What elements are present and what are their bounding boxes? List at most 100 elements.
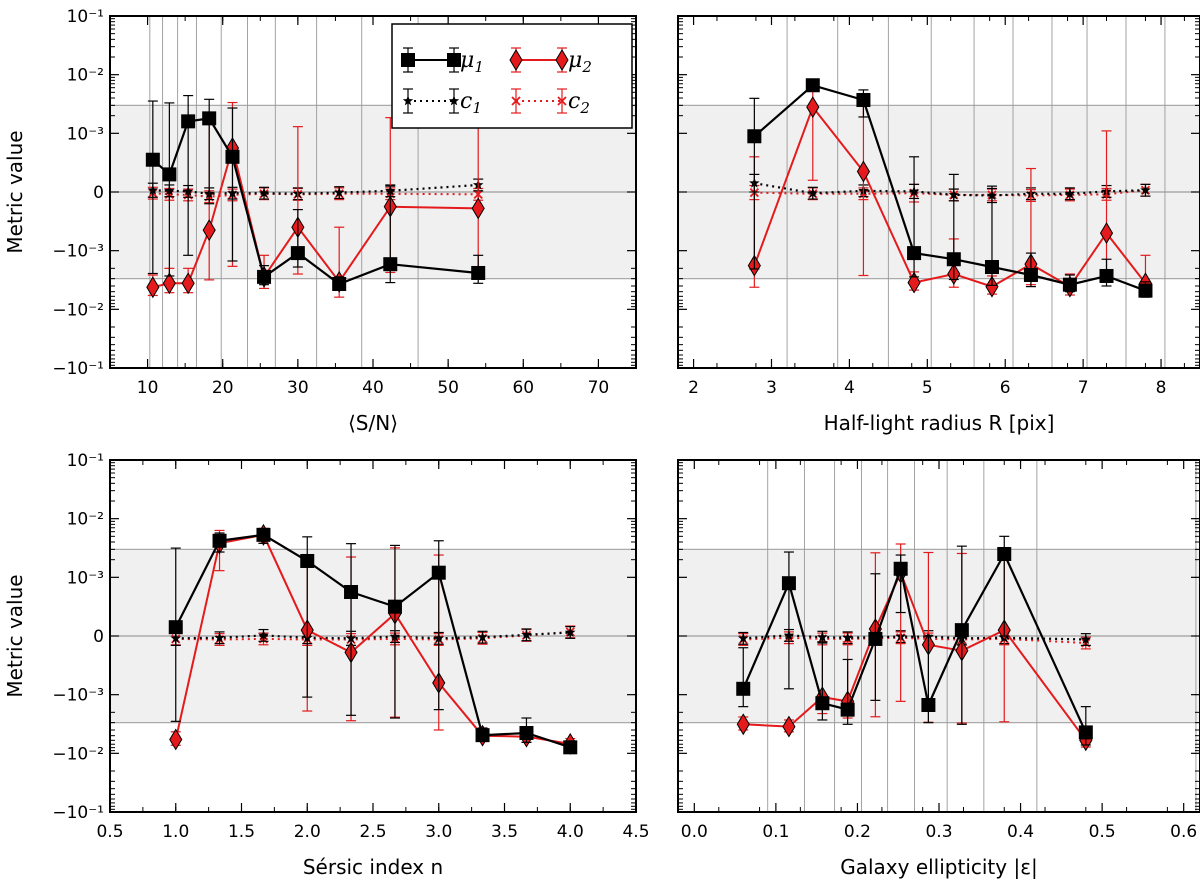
marker-square	[145, 152, 160, 167]
x-tick-label: 8	[1156, 378, 1167, 398]
x-tick-label: 50	[437, 378, 459, 398]
marker-star	[565, 627, 576, 637]
x-tick-label: 3.5	[491, 822, 518, 842]
marker-square	[431, 565, 446, 580]
marker-square	[954, 623, 969, 638]
x-tick-label: 1.5	[228, 822, 255, 842]
x-tick-label: 6	[1000, 378, 1011, 398]
legend-marker-square	[401, 53, 415, 67]
y-tick-label: −10⁻³	[52, 686, 104, 706]
legend-marker-diamond	[509, 49, 523, 71]
marker-star	[1140, 184, 1151, 195]
y-tick-label: −10⁻²	[52, 300, 104, 320]
marker-square	[344, 585, 359, 599]
legend-marker-star	[402, 95, 414, 106]
x-tick-label: 30	[287, 378, 309, 398]
series-line	[152, 192, 479, 198]
marker-square	[997, 546, 1012, 561]
series-line	[754, 182, 1146, 197]
marker-diamond	[162, 272, 176, 295]
series-mu1	[736, 535, 1093, 746]
marker-square	[921, 697, 936, 712]
axes-frame	[109, 459, 637, 813]
marker-square	[907, 246, 922, 261]
panel-sersic: 10⁻¹ 10⁻² 10⁻³ 0 −10⁻³ −10⁻² −10⁻¹0.5 1.0 1.5 2.0…	[3, 451, 650, 879]
legend-label: c2	[568, 89, 590, 117]
marker-square	[1138, 283, 1153, 298]
legend-item-c2: c2	[511, 88, 590, 117]
marker-diamond	[782, 715, 796, 738]
x-tick-label: 0.3	[925, 822, 952, 842]
series-mu1	[145, 94, 486, 292]
x-tick-label: 0.0	[681, 822, 708, 842]
series-line	[753, 105, 1147, 288]
marker-diamond	[907, 271, 921, 294]
marker-square	[212, 533, 227, 548]
y-tick-label: 10⁻³	[67, 568, 104, 588]
marker-square	[805, 78, 820, 93]
y-tick-label: −10⁻¹	[52, 803, 104, 823]
legend: μ1 μ2 c1 c2	[391, 23, 633, 129]
marker-star	[842, 632, 853, 643]
marker-diamond	[181, 272, 195, 295]
series-line	[174, 533, 571, 749]
x-tick-label: 3.0	[425, 822, 452, 842]
marker-square	[181, 114, 196, 129]
legend-marker-x	[511, 96, 521, 106]
marker-star	[334, 187, 345, 197]
marker-square	[868, 631, 883, 646]
marker-square	[290, 246, 305, 261]
y-tick-label: 10⁻¹	[67, 7, 104, 27]
legend-marker-square	[447, 53, 461, 67]
legend-marker-star	[448, 95, 460, 106]
y-axis-label: Metric value	[3, 130, 27, 253]
x-tick-label: 0.1	[762, 822, 789, 842]
marker-diamond	[169, 728, 183, 751]
x-tick-label: 60	[512, 378, 534, 398]
series-line	[753, 84, 1146, 292]
marker-star	[521, 629, 532, 640]
axes-frame	[109, 15, 637, 369]
marker-diamond	[1099, 222, 1114, 245]
y-tick-label: 0	[93, 627, 104, 647]
x-axis-label: Sérsic index n	[303, 855, 443, 879]
marker-square	[162, 167, 177, 182]
marker-square	[300, 553, 315, 568]
marker-diamond	[202, 219, 216, 242]
x-tick-label: 2	[688, 378, 699, 398]
marker-diamond	[806, 96, 820, 119]
marker-star	[258, 187, 270, 198]
marker-star	[738, 632, 749, 643]
x-tick-label: 70	[588, 378, 610, 398]
legend-marker-diamond	[555, 49, 569, 71]
marker-square	[256, 527, 271, 542]
x-tick-label: 4	[844, 378, 855, 398]
marker-square	[815, 696, 830, 711]
marker-square	[383, 257, 398, 272]
legend-item-mu2: μ2	[509, 47, 592, 76]
legend-marker-x	[557, 96, 567, 106]
marker-diamond	[856, 160, 871, 183]
marker-diamond	[471, 197, 485, 220]
legend-box	[391, 23, 633, 129]
panel-radius: 2 3 4 5 6 7 8 Half-light radius R [pix]	[677, 15, 1200, 435]
y-tick-label: −10⁻²	[52, 744, 104, 764]
legend-label: c1	[460, 89, 482, 117]
marker-square	[856, 92, 871, 107]
x-tick-label: 4.0	[557, 822, 584, 842]
x-tick-label: 2.0	[294, 822, 321, 842]
panel-sn: 10⁻¹ 10⁻² 10⁻³ 0 −10⁻³ −10⁻² −10⁻¹ 10 20 30 40 50 60…	[3, 7, 637, 435]
legend-label: μ1	[460, 48, 484, 76]
series-mu1	[168, 527, 578, 755]
marker-square	[747, 129, 762, 144]
x-axis-label: Galaxy ellipticity |ε|	[840, 855, 1038, 879]
series-line	[742, 551, 1087, 733]
y-tick-label: −10⁻¹	[52, 359, 104, 379]
marker-square	[1078, 725, 1093, 740]
marker-star	[817, 631, 828, 642]
x-tick-label: 1.0	[162, 822, 189, 842]
marker-square	[475, 728, 490, 743]
marker-diamond	[736, 713, 750, 736]
marker-square	[1099, 268, 1114, 283]
y-tick-label: 10⁻²	[67, 66, 104, 86]
